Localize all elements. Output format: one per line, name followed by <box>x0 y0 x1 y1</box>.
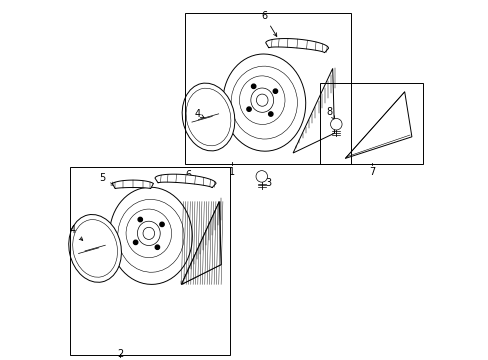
Polygon shape <box>155 174 216 188</box>
Bar <box>70 167 230 355</box>
Ellipse shape <box>250 88 273 112</box>
Text: 5: 5 <box>99 173 114 185</box>
Bar <box>320 83 422 164</box>
Text: 3: 3 <box>262 177 271 188</box>
Ellipse shape <box>223 54 305 151</box>
Polygon shape <box>292 68 334 153</box>
Circle shape <box>273 89 277 93</box>
Text: 6: 6 <box>261 11 276 36</box>
Circle shape <box>133 240 138 244</box>
Text: 8: 8 <box>326 107 334 120</box>
Polygon shape <box>181 202 221 284</box>
Circle shape <box>268 112 272 116</box>
Text: 2: 2 <box>117 349 123 359</box>
Text: 4: 4 <box>194 109 203 120</box>
Polygon shape <box>112 180 153 189</box>
Circle shape <box>138 217 142 222</box>
Ellipse shape <box>69 215 121 282</box>
Text: 7: 7 <box>368 167 375 177</box>
Ellipse shape <box>137 221 160 246</box>
Circle shape <box>246 107 251 111</box>
Ellipse shape <box>182 83 234 151</box>
Circle shape <box>251 84 255 89</box>
Bar <box>185 13 350 164</box>
Circle shape <box>330 118 342 130</box>
Ellipse shape <box>109 187 192 284</box>
Text: 6: 6 <box>176 170 191 181</box>
Circle shape <box>256 171 267 182</box>
Polygon shape <box>345 92 411 158</box>
Circle shape <box>155 245 159 249</box>
Circle shape <box>160 222 164 226</box>
Polygon shape <box>181 202 221 284</box>
Text: 4: 4 <box>69 225 82 240</box>
Text: 1: 1 <box>228 167 234 177</box>
Polygon shape <box>265 39 328 53</box>
